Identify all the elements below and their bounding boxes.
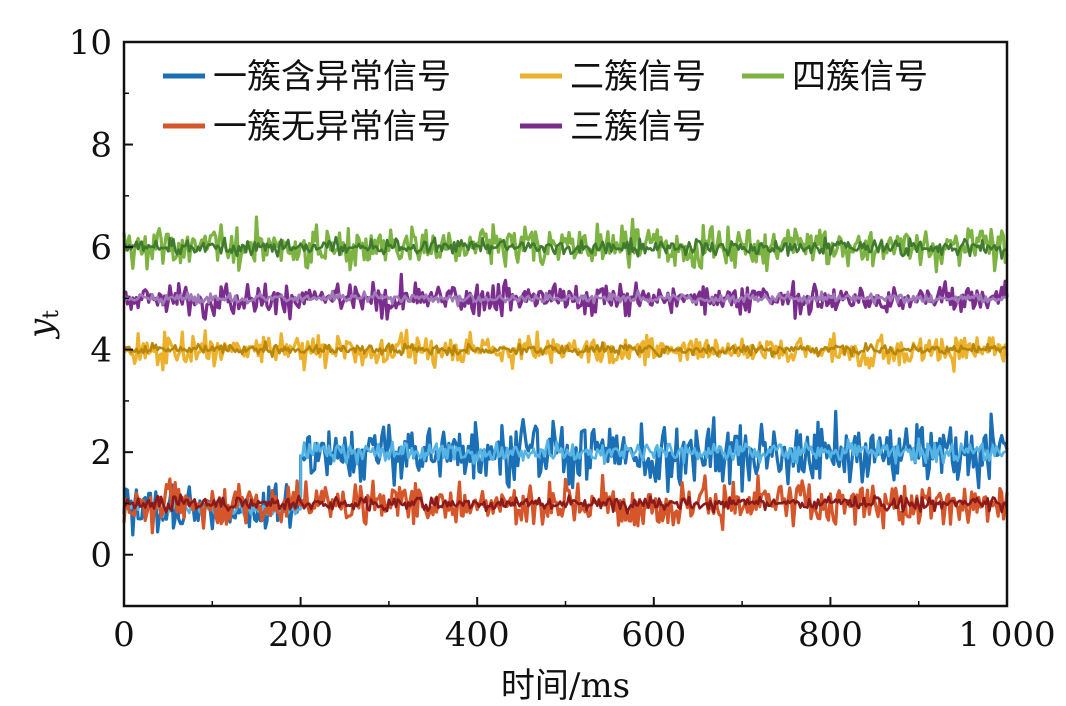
x-tick-label: 200 — [268, 615, 333, 655]
y-axis-label-main: y — [21, 318, 61, 340]
series-line-smooth-1 — [122, 493, 1009, 515]
y-tick-label: 8 — [90, 126, 112, 166]
y-tick-label: 10 — [69, 23, 112, 63]
series-line-raw-1 — [122, 473, 1009, 535]
series-line-smooth-2 — [122, 340, 1008, 358]
x-tick-label: 0 — [113, 615, 135, 655]
y-tick-label: 0 — [90, 536, 112, 576]
series-line-smooth-4 — [123, 235, 1008, 260]
x-axis-label: 时间/ms — [501, 666, 630, 706]
x-tick-label: 400 — [445, 615, 510, 655]
y-tick-label: 2 — [90, 433, 112, 473]
y-axis-label: yt — [21, 310, 64, 340]
legend-label-2: 二簇信号 — [570, 57, 706, 97]
x-tick-label: 1 000 — [958, 615, 1055, 655]
x-tick-label: 600 — [621, 615, 686, 655]
y-tick-label: 4 — [90, 331, 112, 371]
legend-label-4: 四簇信号 — [792, 57, 928, 97]
x-tick-label: 800 — [798, 615, 863, 655]
y-axis-label-subscript: t — [39, 310, 64, 319]
series-line-raw-3 — [122, 272, 1009, 321]
series-layer — [122, 215, 1009, 537]
legend-label-0: 一簇含异常信号 — [213, 57, 451, 97]
series-line-raw-0 — [122, 409, 1009, 537]
legend-label-1: 一簇无异常信号 — [213, 107, 451, 147]
y-tick-label: 6 — [90, 228, 112, 268]
legend-label-3: 三簇信号 — [570, 107, 706, 147]
series-line-smooth-3 — [122, 289, 1008, 308]
ticks-layer: 0 200 400 600 800 1 000 0 2 4 6 8 10 — [69, 23, 1056, 655]
